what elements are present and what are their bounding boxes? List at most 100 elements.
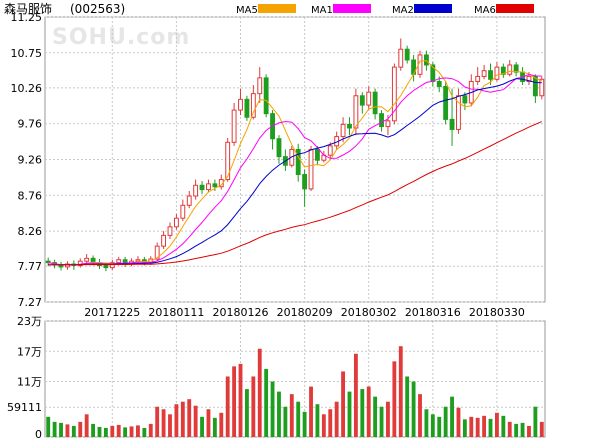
volume-bar (469, 416, 474, 437)
volume-bar (347, 391, 352, 437)
candle (161, 234, 167, 247)
candle (109, 262, 115, 269)
volume-bar (289, 394, 294, 437)
candle (404, 48, 410, 61)
candle (193, 184, 199, 197)
volume-bar (270, 381, 275, 437)
volume-bar (168, 414, 172, 437)
volume-bar (206, 409, 211, 437)
candle (391, 66, 397, 122)
volume-bar (174, 404, 179, 437)
candle (353, 95, 359, 129)
volume-bar (225, 376, 230, 437)
volume-bar (142, 427, 147, 437)
candle (173, 217, 179, 228)
volume-tick-label: 23万 (17, 315, 42, 328)
volume-bar (443, 406, 448, 437)
candle (276, 138, 282, 158)
candle (449, 118, 455, 130)
volume-bar (353, 353, 358, 437)
candle (340, 123, 346, 138)
volume-tick-label: 11万 (17, 376, 42, 389)
volume-bar (424, 409, 429, 437)
candle (539, 78, 545, 97)
ma5-line (48, 60, 543, 266)
legend-label-ma60: MA60 (474, 5, 502, 16)
candle (315, 148, 320, 161)
candle (231, 109, 237, 143)
candle (154, 245, 160, 260)
candle (475, 75, 481, 82)
price-tick-label: 10.26 (11, 82, 43, 95)
candle (481, 70, 487, 77)
price-tick-label: 11.25 (11, 11, 43, 24)
candle (77, 260, 83, 266)
legend-swatch-ma5 (258, 4, 296, 13)
volume-bar (212, 417, 217, 437)
volume-bar (84, 414, 89, 437)
candle (488, 70, 493, 80)
volume-bar (527, 425, 531, 437)
legend: MA5 MA10 MA20 MA60 (236, 4, 534, 16)
price-axis: 11.25 10.75 10.26 9.76 9.26 8.76 8.26 7.77 7.27 (11, 11, 43, 309)
candle (327, 145, 333, 156)
volume-bar (501, 415, 506, 437)
volume-bar (341, 371, 345, 437)
candle (167, 226, 173, 236)
volume-bar (495, 412, 499, 437)
candle (250, 93, 256, 118)
price-tick-label: 7.77 (18, 260, 43, 273)
volume-bar (219, 412, 224, 437)
volume-bar (488, 418, 493, 437)
volume-bar (277, 391, 281, 437)
volume-bar (309, 386, 313, 437)
date-tick-label: 20180330 (469, 306, 525, 319)
candle (295, 148, 301, 176)
volume-bar (200, 416, 204, 437)
volume-bar (78, 421, 83, 437)
volume-bars (46, 346, 544, 437)
volume-bar (187, 399, 192, 437)
ma20-line (48, 78, 542, 266)
volume-bar (315, 404, 320, 437)
candle (462, 95, 468, 104)
volume-bar (321, 414, 326, 437)
ma10-line (48, 73, 542, 266)
legend-swatch-ma20 (414, 4, 452, 13)
candle (500, 66, 506, 75)
candle (199, 184, 205, 191)
legend-label-ma20: MA20 (392, 5, 420, 16)
candle (385, 120, 391, 128)
candle (359, 95, 365, 106)
volume-bar (328, 409, 333, 437)
price-tick-label: 7.27 (18, 296, 43, 309)
candle (302, 174, 308, 190)
volume-bar (475, 417, 480, 437)
candle (532, 75, 538, 97)
candle (513, 64, 519, 73)
candle (257, 77, 263, 95)
volume-bar (71, 425, 76, 437)
watermark: SOHU.com (52, 25, 190, 50)
volume-tick-label: 0 (35, 428, 42, 440)
volume-bar (514, 423, 519, 437)
volume-bar (257, 348, 262, 437)
volume-bar (386, 401, 390, 437)
date-axis: 20171225 20180111 20180126 20180209 20180302… (84, 306, 525, 319)
volume-bar (136, 425, 140, 437)
volume-bar (539, 421, 544, 437)
volume-bar (392, 361, 397, 437)
volume-bar (283, 406, 288, 437)
volume-bar (103, 427, 108, 437)
volume-bar (430, 414, 435, 437)
volume-bar (296, 401, 301, 437)
candle (372, 91, 378, 115)
candle (238, 98, 243, 111)
candle (212, 183, 218, 188)
legend-label-ma5: MA5 (236, 5, 258, 16)
volume-bar (360, 389, 365, 437)
price-tick-label: 9.76 (18, 118, 43, 131)
volume-bar (91, 423, 95, 437)
volume-grid (44, 320, 546, 438)
volume-bar (482, 415, 487, 437)
